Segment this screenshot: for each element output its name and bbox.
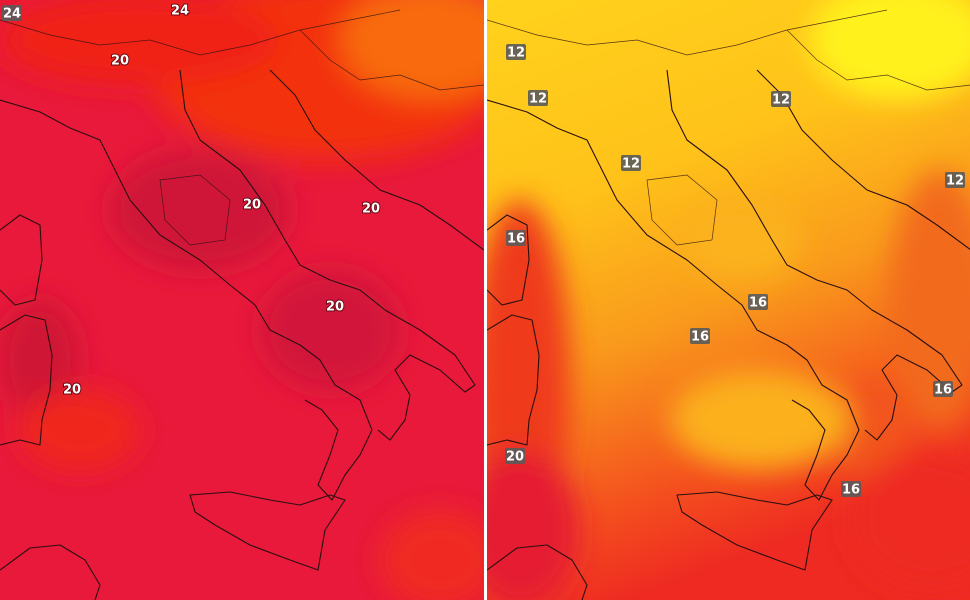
label-box: [505, 448, 525, 464]
isotherm-label: 12: [622, 157, 640, 172]
isotherm-label: 24: [171, 4, 189, 19]
isotherm-label: 16: [934, 383, 952, 398]
label-box: [945, 172, 965, 188]
divider: [484, 0, 487, 600]
isotherm-label: 12: [529, 92, 547, 107]
map-panel-right: [487, 0, 970, 600]
isotherm-label: 20: [63, 383, 81, 398]
isotherm-label: 16: [749, 296, 767, 311]
isotherm-label: 12: [772, 93, 790, 108]
label-box: [506, 230, 526, 246]
isotherm-label: 20: [326, 300, 344, 315]
isotherm-label: 24: [3, 7, 21, 22]
label-box: [621, 155, 641, 171]
isotherm-label: 12: [946, 174, 964, 189]
label-box: [771, 91, 791, 107]
label-box: [506, 44, 526, 60]
map-panel-left: [0, 0, 484, 600]
isotherm-label: 16: [691, 330, 709, 345]
isotherm-label: 16: [507, 232, 525, 247]
label-box: [933, 381, 953, 397]
label-box: [528, 90, 548, 106]
isotherm-label: 20: [243, 198, 261, 213]
isotherm-label: 16: [842, 483, 860, 498]
label-box: [748, 294, 768, 310]
isotherm-label: 20: [111, 54, 129, 69]
label-box: [690, 328, 710, 344]
label-box: [841, 481, 861, 497]
isotherm-label: 12: [507, 46, 525, 61]
isotherm-label: 20: [506, 450, 524, 465]
label-box: [2, 5, 22, 21]
isotherm-label: 20: [362, 202, 380, 217]
